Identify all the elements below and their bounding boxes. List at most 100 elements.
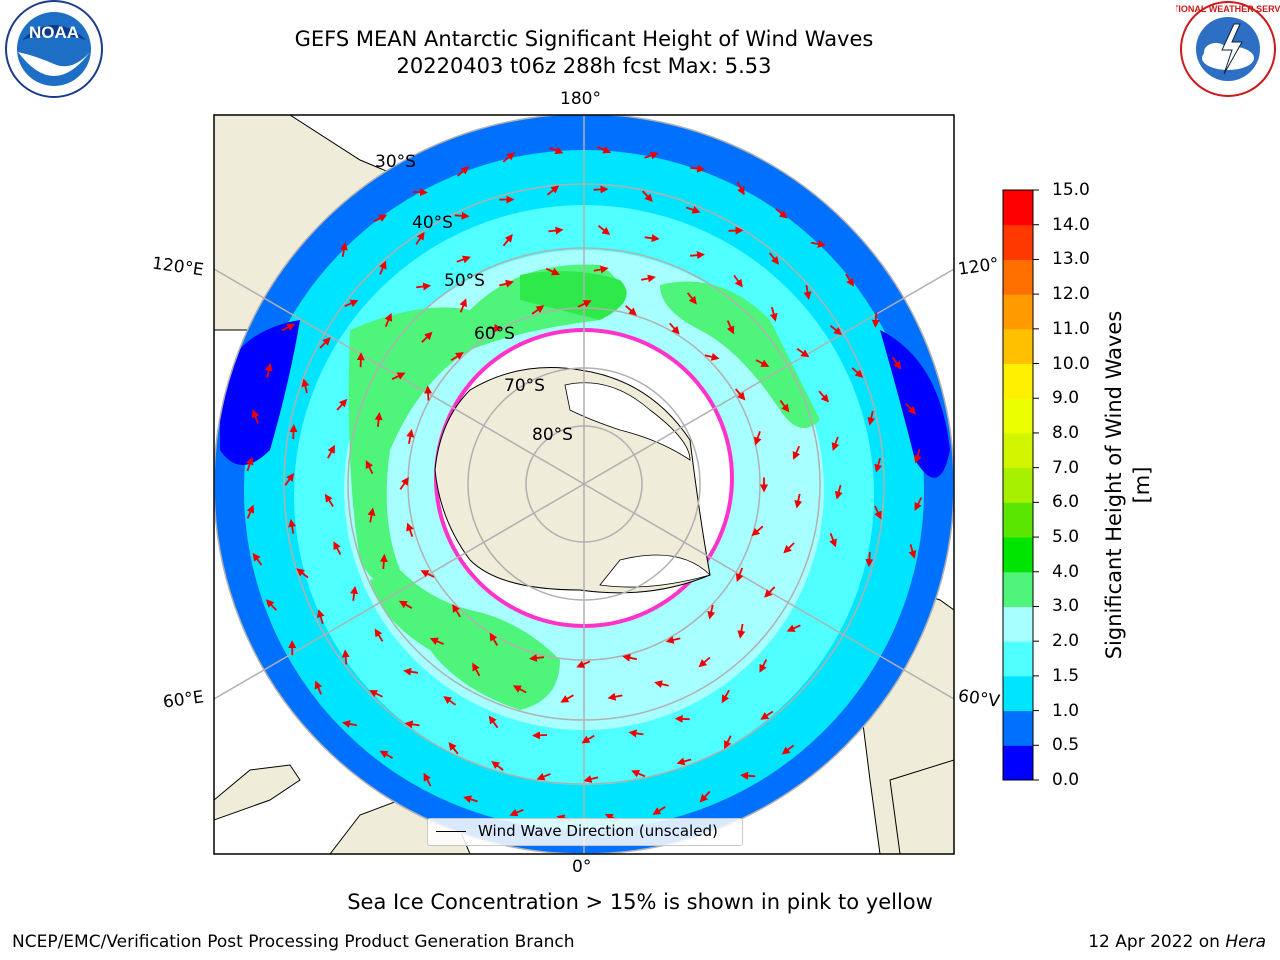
lat-label-60s: 60°S xyxy=(474,324,515,344)
wave-direction-arrow xyxy=(783,542,795,554)
wave-direction-arrow xyxy=(779,399,790,413)
wave-direction-arrow xyxy=(913,449,922,464)
wave-direction-arrow xyxy=(336,398,348,411)
wave-direction-arrow xyxy=(406,429,415,444)
colorbar-tick-label: 11.0 xyxy=(1052,318,1090,339)
nws-logo-text: NATIONAL WEATHER SERVICE xyxy=(1176,4,1280,14)
wave-direction-arrow xyxy=(443,696,457,706)
wave-direction-arrow xyxy=(786,624,801,632)
wave-direction-arrow xyxy=(398,600,413,609)
wave-direction-arrow xyxy=(288,518,297,534)
wave-direction-arrow xyxy=(549,146,564,155)
wave-direction-arrow xyxy=(686,292,697,305)
wave-direction-arrow xyxy=(245,456,254,472)
wave-direction-arrow xyxy=(690,251,705,260)
colorbar-tick-label: 2.0 xyxy=(1052,631,1080,652)
wave-direction-arrow xyxy=(448,742,459,755)
wave-direction-arrow xyxy=(908,544,917,559)
wave-direction-arrow xyxy=(607,692,623,701)
wave-direction-arrow xyxy=(457,166,470,177)
colorbar-swatch xyxy=(1003,675,1033,712)
colorbar-tick-label: 13.0 xyxy=(1052,249,1090,270)
colorbar-tick-label: 14.0 xyxy=(1052,214,1090,235)
wave-direction-arrow xyxy=(341,649,350,665)
colorbar-tick-label: 0.0 xyxy=(1052,770,1080,790)
wave-direction-arrow xyxy=(265,599,277,611)
wave-direction-arrow xyxy=(415,231,425,245)
wave-direction-arrow xyxy=(472,662,481,677)
wave-direction-arrow xyxy=(865,552,874,568)
colorbar-swatch xyxy=(1003,432,1033,469)
wave-direction-arrow xyxy=(416,282,432,291)
colorbar-swatch xyxy=(1003,467,1033,503)
wave-direction-arrow xyxy=(314,680,323,695)
wave-direction-arrow xyxy=(379,260,387,275)
wave-direction-arrow xyxy=(252,552,263,566)
wave-direction-arrow xyxy=(577,300,592,308)
wave-direction-arrow xyxy=(737,623,746,639)
wave-direction-arrow xyxy=(450,352,464,361)
wave-direction-arrow xyxy=(736,181,745,196)
wave-direction-arrow xyxy=(622,653,638,662)
wave-direction-arrow xyxy=(596,146,612,154)
wave-direction-arrow xyxy=(367,507,376,523)
wave-direction-arrow xyxy=(781,744,795,755)
wave-direction-arrow xyxy=(704,352,720,361)
wave-direction-arrow xyxy=(456,255,471,264)
wave-direction-arrow xyxy=(753,431,762,446)
wave-direction-arrow xyxy=(733,274,743,288)
wave-direction-arrow xyxy=(499,279,514,288)
colorbar-tick-label: 15.0 xyxy=(1052,180,1090,200)
lat-label-40s: 40°S xyxy=(412,213,453,233)
wave-direction-arrow xyxy=(792,445,801,460)
nws-logo: NATIONAL WEATHER SERVICE xyxy=(1176,1,1280,97)
colorbar-tick-label: 0.5 xyxy=(1052,735,1080,756)
wave-direction-arrow xyxy=(796,347,810,358)
wave-direction-arrow xyxy=(365,460,374,474)
colorbar-swatch xyxy=(1003,571,1033,607)
wave-direction-arrow xyxy=(593,185,609,194)
wave-direction-arrow xyxy=(834,484,843,500)
colorbar-frame xyxy=(1002,189,1034,781)
wave-direction-arrow xyxy=(529,653,544,662)
wave-direction-arrow xyxy=(690,164,706,173)
graticule xyxy=(214,115,954,854)
wave-direction-arrow xyxy=(384,312,393,328)
wave-direction-arrow xyxy=(333,541,342,555)
colorbar-swatch xyxy=(1003,224,1033,260)
wave-direction-arrow xyxy=(674,714,690,723)
wave-direction-arrow xyxy=(652,806,666,815)
wave-direction-arrow xyxy=(301,378,310,394)
wave-direction-arrow xyxy=(764,586,776,598)
wave-direction-arrow xyxy=(707,604,716,620)
wave-direction-arrow xyxy=(423,772,432,787)
colorbar-tick-label: 6.0 xyxy=(1052,492,1080,513)
colorbar-tick-label: 10.0 xyxy=(1052,353,1090,374)
colorbar-tick-label: 1.5 xyxy=(1052,665,1080,686)
wave-direction-arrow xyxy=(512,685,527,694)
wave-direction-arrow xyxy=(284,472,294,486)
sea-ice-note: Sea Ice Concentration > 15% is shown in … xyxy=(347,890,933,914)
wave-direction-arrow xyxy=(379,750,394,759)
wave-direction-arrow xyxy=(768,252,780,265)
colorbar-tick-label: 4.0 xyxy=(1052,561,1080,582)
wave-direction-arrow xyxy=(548,226,564,235)
wave-direction-arrow xyxy=(775,208,788,219)
wave-direction-arrow xyxy=(546,185,560,196)
wave-direction-arrow xyxy=(641,274,656,283)
wave-direction-arrow xyxy=(319,337,331,349)
wave-direction-arrow xyxy=(369,690,383,698)
chart-subtitle: 20220403 t06z 288h fcst Max: 5.53 xyxy=(396,54,772,78)
wave-direction-arrow xyxy=(281,323,296,332)
wave-direction-arrow xyxy=(760,710,774,720)
wave-direction-arrow xyxy=(829,533,837,548)
colorbar-swatch xyxy=(1003,710,1033,746)
wave-direction-arrow xyxy=(811,240,826,248)
lat-label-50s: 50°S xyxy=(444,271,485,291)
map-legend: Wind Wave Direction (unscaled) xyxy=(427,818,743,846)
wave-direction-arrow xyxy=(831,436,840,451)
wave-direction-arrow xyxy=(374,412,383,427)
wave-direction-arrow xyxy=(851,367,864,378)
wave-direction-arrow xyxy=(583,775,599,783)
colorbar-tick-label: 5.0 xyxy=(1052,527,1080,548)
